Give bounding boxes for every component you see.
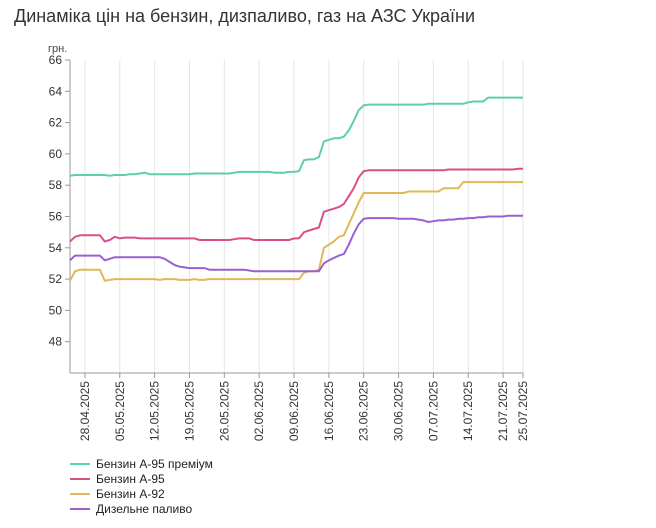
legend-item[interactable]: Бензин А-92 <box>70 486 213 501</box>
x-tick-label: 07.07.2025 <box>426 381 440 441</box>
x-tick-label: 12.05.2025 <box>148 381 162 441</box>
series-line-1 <box>69 96 523 177</box>
legend-label: Бензин А-95 <box>96 471 165 486</box>
series-lines <box>69 96 523 282</box>
legend-item[interactable]: Бензин А-95 <box>70 471 213 486</box>
y-tick-label: 50 <box>49 303 63 317</box>
x-tick-label: 28.04.2025 <box>78 381 92 441</box>
y-tick-label: 56 <box>49 210 63 224</box>
legend-swatch <box>70 492 90 495</box>
x-tick-label: 05.05.2025 <box>113 381 127 441</box>
x-tick-label: 30.06.2025 <box>392 381 406 441</box>
x-tick-label: 19.05.2025 <box>182 381 196 441</box>
legend-label: Бензин А-95 преміум <box>96 456 213 471</box>
y-tick-label: 52 <box>49 272 63 286</box>
chart-title: Динаміка цін на бензин, дизпаливо, газ н… <box>14 6 476 26</box>
y-tick-label: 60 <box>49 147 63 161</box>
legend-swatch <box>70 507 90 510</box>
x-tick-label: 23.06.2025 <box>357 381 371 441</box>
legend-label: Бензин А-92 <box>96 486 165 501</box>
legend-item[interactable]: Дизельне паливо <box>70 501 213 516</box>
axes: грн. 48 50 52 54 56 58 60 62 64 66 28.04.2025 05.05.… <box>48 43 530 441</box>
series-line-2 <box>69 167 523 243</box>
x-tick-label: 02.06.2025 <box>252 381 266 441</box>
x-tick-label: 09.06.2025 <box>287 381 301 441</box>
y-tick-label: 64 <box>49 84 63 98</box>
y-unit-label: грн. <box>48 43 67 55</box>
chart-legend: Бензин А-95 преміум Бензин А-95 Бензин А-9… <box>70 456 213 516</box>
x-tick-label: 25.07.2025 <box>516 381 530 441</box>
x-tick-label: 16.06.2025 <box>322 381 336 441</box>
grid-lines <box>84 60 524 373</box>
y-tick-label: 58 <box>49 178 63 192</box>
legend-item[interactable]: Бензин А-95 преміум <box>70 456 213 471</box>
series-line-3 <box>69 181 523 282</box>
x-tick-label: 21.07.2025 <box>496 381 510 441</box>
y-tick-label: 62 <box>49 116 63 130</box>
x-tick-label: 26.05.2025 <box>217 381 231 441</box>
series-line-4 <box>69 214 523 273</box>
y-tick-label: 54 <box>49 241 63 255</box>
x-tick-label: 14.07.2025 <box>461 381 475 441</box>
y-tick-label: 66 <box>49 53 63 67</box>
y-tick-label: 48 <box>49 335 63 349</box>
legend-swatch <box>70 477 90 480</box>
legend-swatch <box>70 462 90 465</box>
legend-label: Дизельне паливо <box>96 501 193 516</box>
